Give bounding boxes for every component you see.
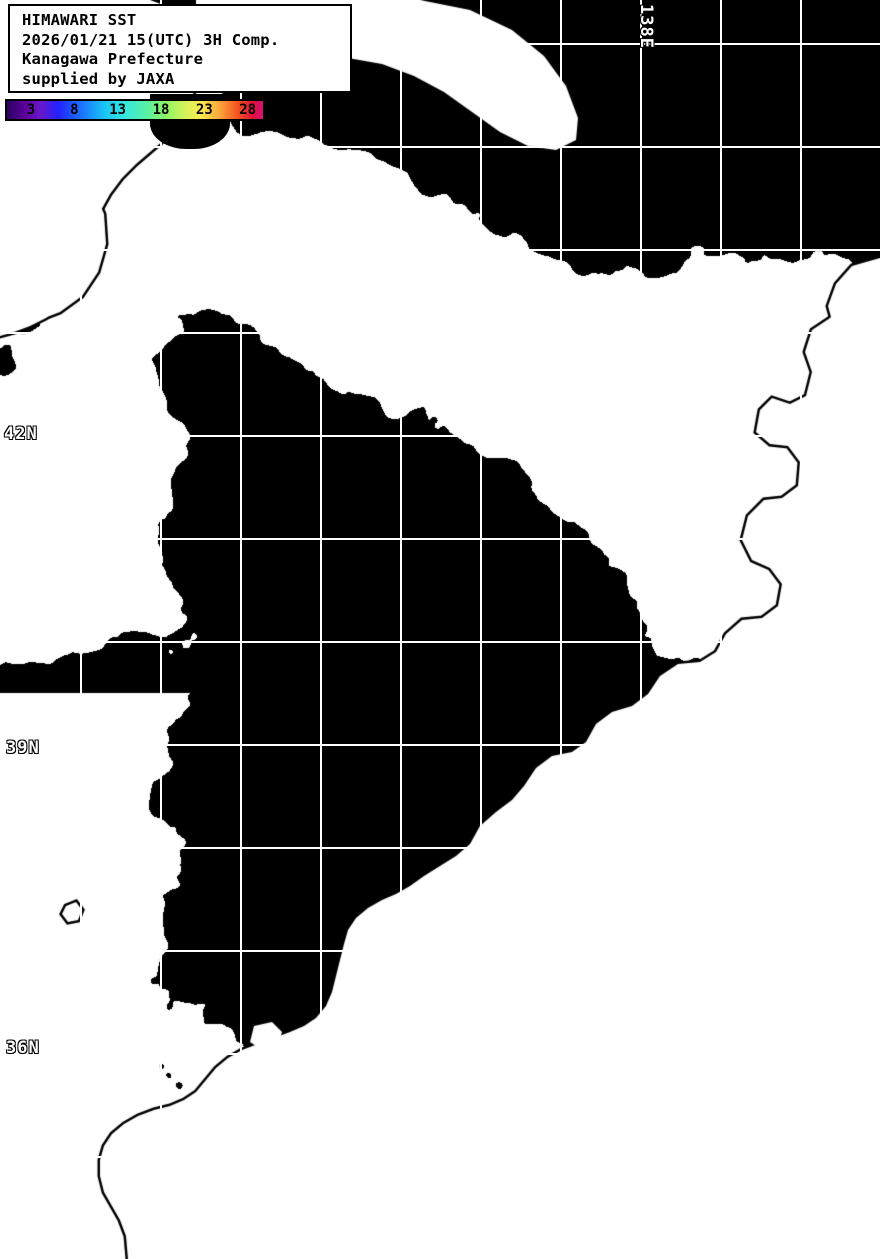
sst-colorbar: 3 8 13 18 23 28 — [5, 99, 265, 121]
colorbar-tick-18: 18 — [152, 102, 170, 118]
title-box: HIMAWARI SST 2026/01/21 15(UTC) 3H Comp.… — [8, 4, 352, 93]
title-line-region: Kanagawa Prefecture — [22, 50, 204, 69]
title-line-source: supplied by JAXA — [22, 69, 175, 88]
title-line-datetime: 2026/01/21 15(UTC) 3H Comp. — [22, 30, 280, 49]
colorbar-tick-3: 3 — [26, 102, 36, 118]
colorbar-tick-23: 23 — [195, 102, 213, 118]
colorbar-tick-13: 13 — [109, 102, 127, 118]
colorbar-tick-8: 8 — [70, 102, 79, 118]
title-line-product: HIMAWARI SST — [22, 11, 137, 29]
colorbar-tick-28: 28 — [239, 102, 257, 118]
colorbar-gradient — [5, 99, 265, 121]
colorbar-tick-labels: 3 8 13 18 23 28 — [5, 99, 265, 121]
